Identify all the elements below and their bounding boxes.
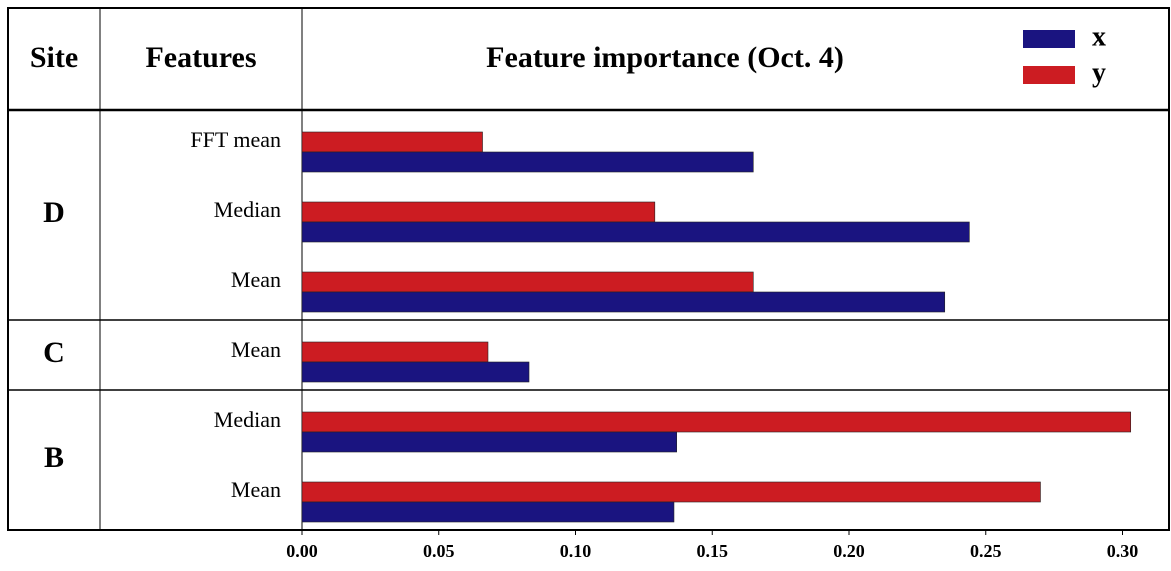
bar [301,151,754,173]
feature-label: Median [214,197,281,222]
bar [301,131,483,153]
bar [301,361,530,383]
site-header: Site [30,41,78,74]
site-label: D [43,196,65,229]
bar [301,501,675,523]
bar [301,341,489,363]
bar [301,201,656,223]
feature-label: Mean [231,337,281,362]
bar [301,221,970,243]
legend-label: x [1092,21,1106,52]
feature-label: FFT mean [190,127,281,152]
feature-label: Median [214,407,281,432]
legend-label: y [1092,57,1106,88]
bar [301,291,946,313]
x-tick-label: 0.10 [560,541,592,561]
site-label: B [44,441,64,474]
bar [301,431,677,453]
x-tick-label: 0.15 [697,541,729,561]
chart-title: Feature importance (Oct. 4) [486,41,844,74]
feature-label: Mean [231,267,281,292]
x-tick-label: 0.05 [423,541,455,561]
table-border [7,7,1170,531]
bar [301,481,1041,503]
feature-label: Mean [231,477,281,502]
x-tick-label: 0.00 [286,541,318,561]
legend-swatch [1023,66,1075,84]
legend-swatch [1023,30,1075,48]
bar [301,271,754,293]
features-header: Features [145,41,256,74]
site-label: C [43,336,65,369]
x-tick-label: 0.20 [833,541,865,561]
bar [301,411,1132,433]
x-tick-label: 0.30 [1107,541,1139,561]
x-tick-label: 0.25 [970,541,1002,561]
